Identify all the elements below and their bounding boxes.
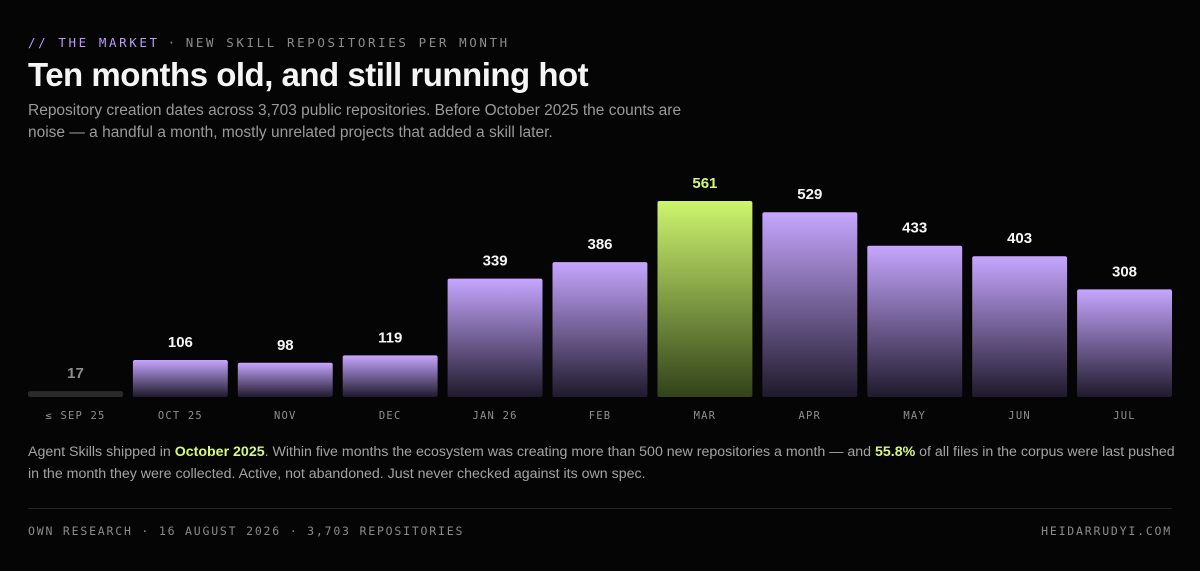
tick-label-9: JUN	[1008, 410, 1031, 422]
tick-label-8: MAY	[903, 410, 926, 422]
footnote-text: Agent Skills shipped in October 2025. Wi…	[28, 441, 1178, 485]
tick-label-5: FEB	[589, 410, 612, 422]
value-label-10: 308	[1112, 263, 1137, 280]
bar-8	[867, 245, 963, 397]
value-label-9: 403	[1007, 230, 1032, 247]
note-highlight-date: October 2025	[174, 444, 265, 460]
eyebrow-separator: ·	[167, 35, 178, 50]
bar-2	[237, 362, 333, 397]
tick-label-0: ≤ SEP 25	[45, 410, 105, 422]
tick-label-6: MAR	[694, 410, 717, 422]
value-label-4: 339	[483, 253, 508, 270]
footer-divider	[28, 508, 1172, 509]
value-label-6: 561	[692, 175, 717, 192]
note-part-3: of all files in the corpus were last pus…	[28, 444, 1175, 482]
value-label-1: 106	[168, 334, 193, 351]
value-labels-group: 17 106 98 119 339 386 561 529 433 403 308	[67, 175, 1137, 382]
bar-chart: 17 106 98 119 339 386 561 529 433 403 308 ≤ SEP 25…	[28, 175, 1172, 422]
bar-0	[28, 391, 123, 397]
bar-9	[972, 256, 1068, 397]
value-label-7: 529	[797, 186, 822, 203]
bar-5	[552, 262, 648, 397]
tick-label-1: OCT 25	[158, 410, 203, 422]
bar-6	[657, 201, 753, 397]
tick-label-2: NOV	[274, 410, 297, 422]
tick-label-7: APR	[799, 410, 822, 422]
note-highlight-percent: 55.8%	[874, 444, 916, 460]
bars-group	[28, 201, 1172, 397]
tick-label-3: DEC	[379, 410, 402, 422]
bar-7	[762, 212, 858, 397]
value-label-5: 386	[587, 236, 612, 253]
eyebrow: // THE MARKET · NEW SKILL REPOSITORIES PER…	[28, 35, 510, 50]
bar-4	[447, 278, 543, 397]
value-label-2: 98	[277, 337, 294, 354]
bar-1	[132, 360, 228, 397]
value-label-0: 17	[67, 365, 84, 382]
note-part-1: Agent Skills shipped in	[28, 444, 175, 460]
value-label-8: 433	[902, 220, 927, 237]
eyebrow-topic: NEW SKILL REPOSITORIES PER MONTH	[185, 35, 510, 50]
tick-labels-group: ≤ SEP 25 OCT 25 NOV DEC JAN 26 FEB MAR APR MAY JU…	[45, 410, 1136, 422]
value-label-3: 119	[378, 329, 402, 346]
page-subtitle: Repository creation dates across 3,703 p…	[28, 102, 682, 141]
tick-label-10: JUL	[1113, 410, 1136, 422]
bar-3	[342, 355, 438, 397]
page-title: Ten months old, and still running hot	[28, 56, 589, 93]
tick-label-4: JAN 26	[473, 410, 518, 422]
note-part-2: . Within five months the ecosystem was c…	[264, 444, 875, 460]
footer-site-link[interactable]: HEIDARRUDYI.COM	[1041, 524, 1172, 538]
footer-credit: OWN RESEARCH · 16 AUGUST 2026 · 3,703 RE…	[28, 524, 465, 538]
eyebrow-section: // THE MARKET	[28, 35, 160, 50]
bar-10	[1077, 289, 1172, 397]
